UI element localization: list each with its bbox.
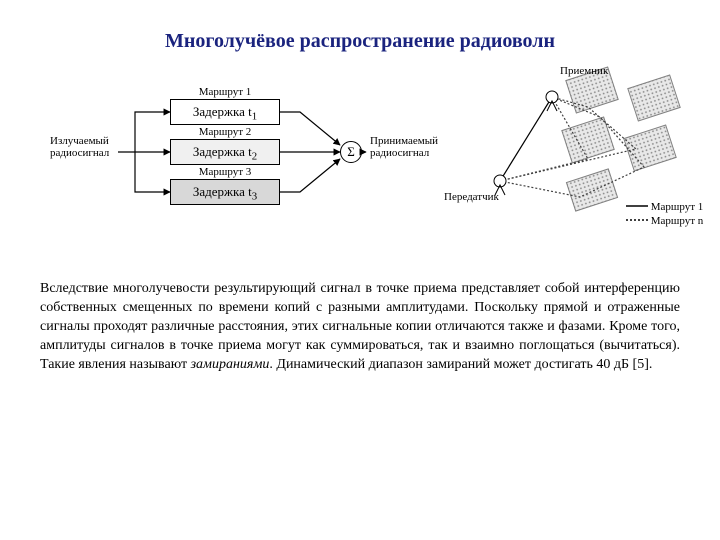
route-label: Маршрут 2 [170, 126, 280, 138]
legend-2: Маршрут n [626, 215, 703, 227]
sum-node: Σ [340, 141, 362, 163]
route-label: Маршрут 3 [170, 166, 280, 178]
legend-1-text: Маршрут 1 [651, 201, 704, 213]
scene-diagram: Приемник Передатчик Маршрут 1 Маршрут n [440, 63, 720, 243]
legend-2-text: Маршрут n [651, 215, 704, 227]
tx-label: Передатчик [444, 191, 499, 203]
legend-1: Маршрут 1 [626, 201, 703, 213]
input-label: Излучаемыйрадиосигнал [50, 135, 120, 159]
delay-box: Задержка t1 [170, 99, 280, 125]
diagrams: Излучаемыйрадиосигнал Маршрут 1Задержка … [0, 63, 720, 243]
delay-box: Задержка t3 [170, 179, 280, 205]
page-title: Многолучёвое распространение радиоволн [0, 0, 720, 63]
output-label: Принимаемыйрадиосигнал [370, 135, 440, 159]
body-paragraph: Вследствие многолучевости результирующий… [40, 280, 680, 374]
block-diagram: Излучаемыйрадиосигнал Маршрут 1Задержка … [0, 63, 440, 243]
delay-box: Задержка t2 [170, 139, 280, 165]
route-label: Маршрут 1 [170, 86, 280, 98]
rx-label: Приемник [560, 65, 608, 77]
